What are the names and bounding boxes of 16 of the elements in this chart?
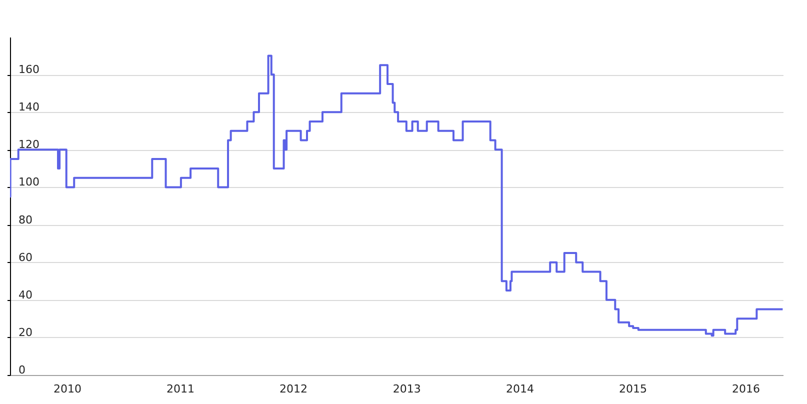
- y-tick-label: 100: [18, 176, 40, 189]
- y-tick-label: 140: [18, 100, 40, 114]
- y-tick-label: 80: [18, 213, 32, 226]
- x-tick-label: 2010: [53, 382, 82, 396]
- y-tick-label: 120: [18, 138, 40, 152]
- x-tick-label: 2014: [506, 382, 534, 396]
- x-tick-label: 2011: [166, 382, 195, 396]
- y-tick-label: 20: [18, 326, 32, 339]
- y-tick-label: 0: [18, 364, 26, 376]
- x-tick-label: 2016: [732, 382, 760, 396]
- y-tick-label: 60: [18, 250, 32, 264]
- x-tick-label: 2012: [280, 382, 308, 396]
- x-tick-label: 2013: [392, 382, 421, 396]
- x-tick-label: 2015: [618, 382, 647, 396]
- y-tick-label: 160: [18, 63, 40, 76]
- y-tick-label: 40: [18, 288, 32, 302]
